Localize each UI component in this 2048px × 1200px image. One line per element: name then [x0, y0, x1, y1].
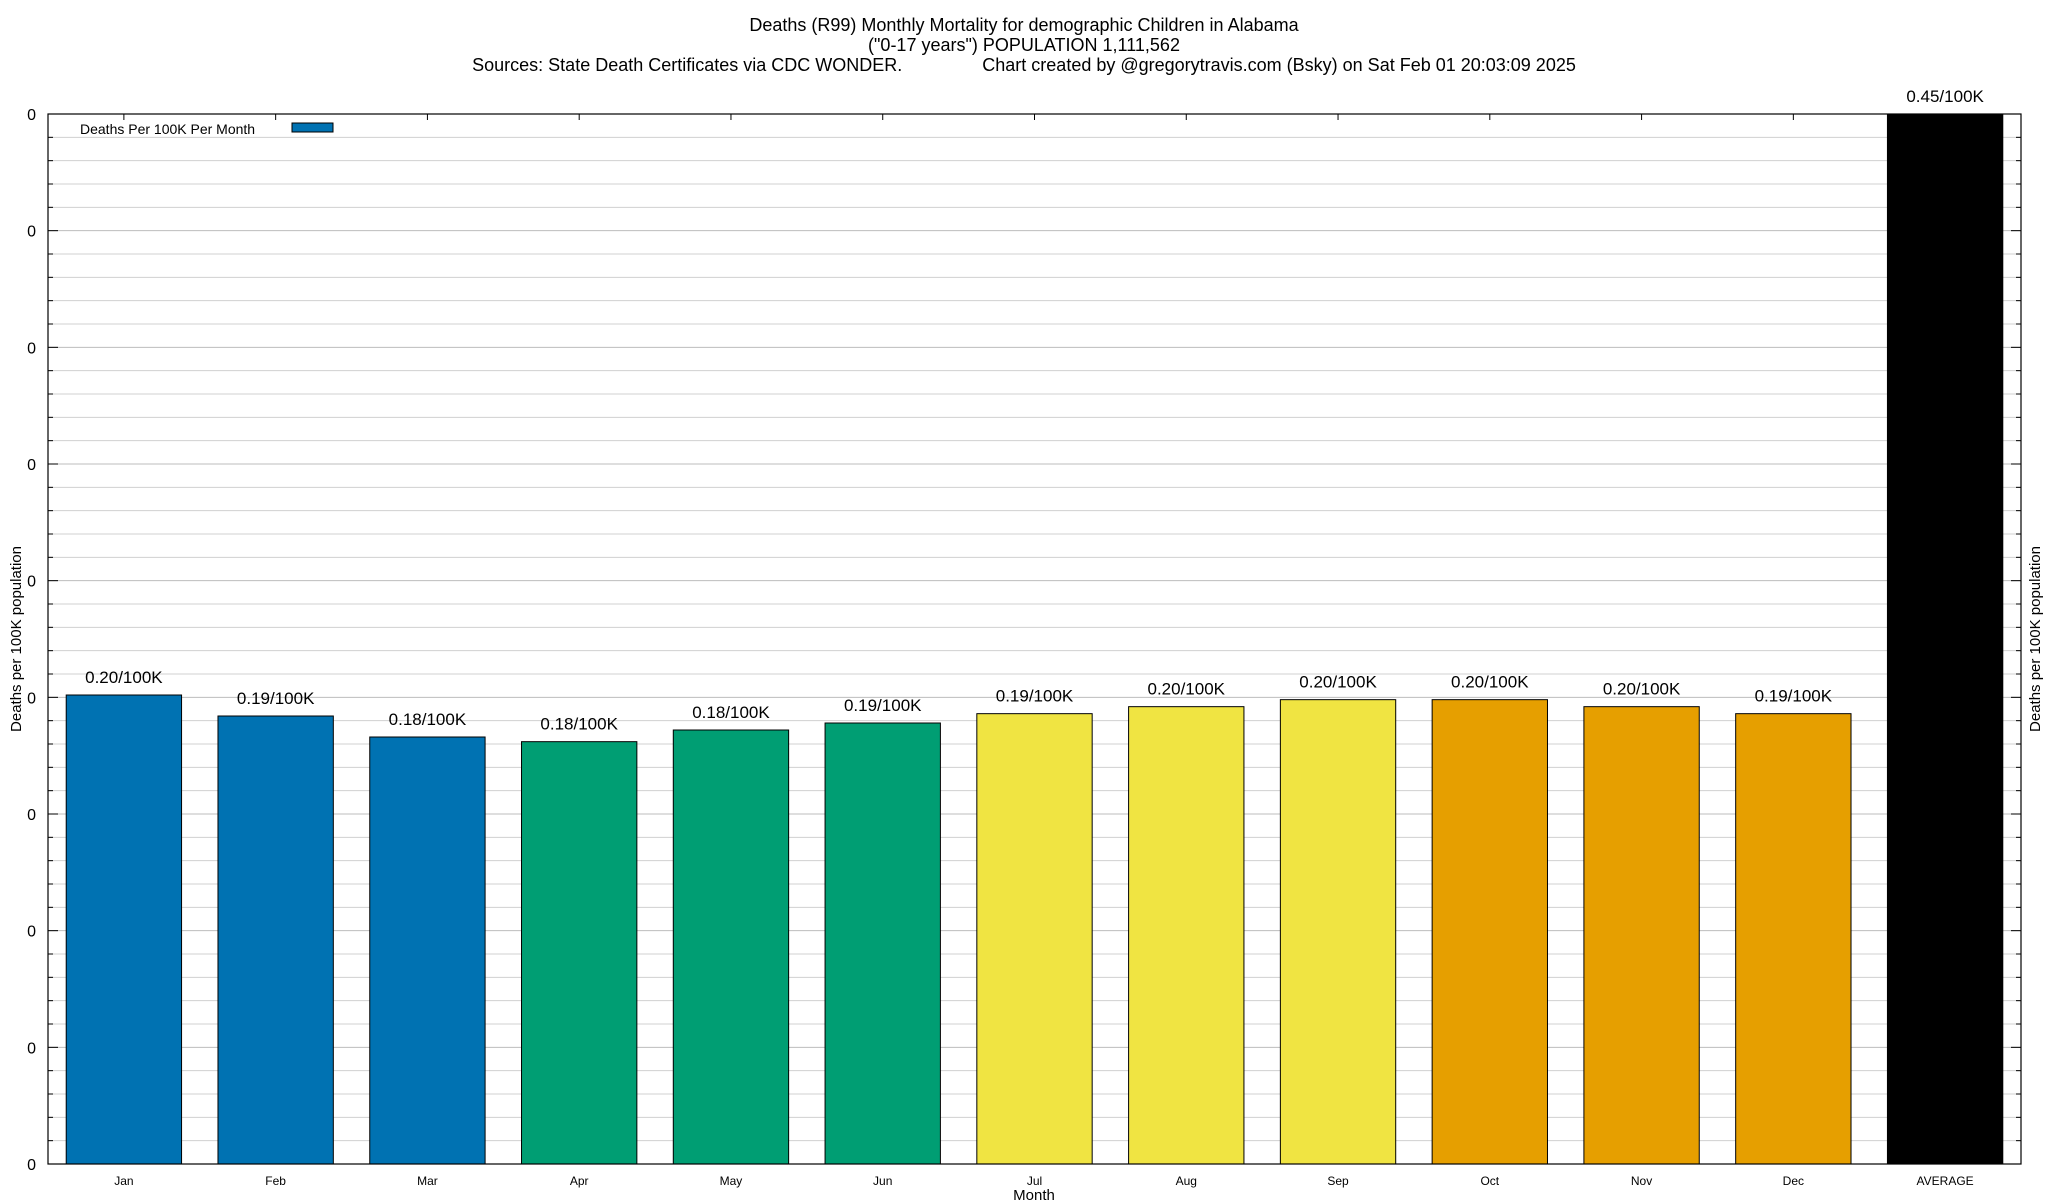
x-tick-label: Jun	[873, 1174, 892, 1188]
y-tick-label: 0	[27, 457, 36, 474]
data-label: 0.20/100K	[1603, 680, 1681, 699]
y-tick-label: 0	[27, 924, 36, 941]
data-label: 0.19/100K	[1755, 687, 1833, 706]
data-label: 0.20/100K	[85, 668, 163, 687]
data-label: 0.45/100K	[1906, 87, 1984, 106]
bar-feb	[217, 715, 334, 1165]
data-label: 0.20/100K	[1451, 673, 1529, 692]
bar-oct	[1431, 699, 1548, 1165]
y-tick-label: 0	[27, 807, 36, 824]
data-label: 0.20/100K	[1299, 673, 1377, 692]
y-tick-label: 0	[27, 690, 36, 707]
x-tick-label: Mar	[417, 1174, 438, 1188]
y-tick-label: 0	[27, 224, 36, 241]
data-label: 0.18/100K	[389, 710, 467, 729]
bar-aug	[1128, 706, 1245, 1165]
bar-nov	[1583, 706, 1700, 1165]
x-tick-label: Dec	[1783, 1174, 1804, 1188]
x-tick-label: Apr	[570, 1174, 589, 1188]
x-tick-label: Jul	[1027, 1174, 1042, 1188]
bar-mar	[369, 736, 486, 1165]
y-axis-label: Deaths per 100K population	[8, 546, 25, 732]
data-labels: 0.20/100K 0.19/100K 0.18/100K 0.18/100K 0.18…	[85, 87, 1984, 734]
x-tick-label: Sep	[1327, 1174, 1349, 1188]
chart-title: Deaths (R99) Monthly Mortality for demog…	[749, 15, 1299, 35]
x-tick-label: Jan	[114, 1174, 133, 1188]
data-label: 0.18/100K	[540, 715, 618, 734]
y-tick-label: 0	[27, 1157, 36, 1174]
bar-apr	[521, 741, 638, 1165]
y-tick-label: 0	[27, 340, 36, 357]
data-label: 0.19/100K	[996, 687, 1074, 706]
x-tick-label: Aug	[1176, 1174, 1197, 1188]
legend: Deaths Per 100K Per Month	[80, 121, 334, 137]
bar-sep	[1279, 699, 1397, 1165]
data-label: 0.19/100K	[844, 696, 922, 715]
y-tick-label: 0	[27, 107, 36, 124]
x-tick-label: Feb	[265, 1174, 286, 1188]
legend-label: Deaths Per 100K Per Month	[80, 121, 255, 137]
data-label: 0.18/100K	[692, 703, 770, 722]
x-tick-label: May	[720, 1174, 743, 1188]
x-tick-label: Nov	[1631, 1174, 1652, 1188]
chart-subtitle: ("0-17 years") POPULATION 1,111,562	[868, 35, 1180, 55]
data-label: 0.20/100K	[1148, 680, 1226, 699]
axis-ticks: 0 0 0 0 0 0 0 0 0 0 Jan Feb Mar Apr May Jun Jul Aug Sep Oct…	[27, 107, 2021, 1188]
y2-axis-label: Deaths per 100K population	[2027, 546, 2044, 732]
bars	[65, 113, 2004, 1165]
legend-swatch	[291, 122, 334, 133]
bar-average	[1886, 113, 2004, 1165]
bar-jan	[65, 694, 183, 1165]
x-tick-label: AVERAGE	[1917, 1174, 1974, 1188]
y-tick-label: 0	[27, 574, 36, 591]
plot-frame	[47, 113, 2022, 1165]
x-axis-label: Month	[1013, 1187, 1055, 1200]
data-label: 0.19/100K	[237, 689, 315, 708]
chart-source-line: Sources: State Death Certificates via CD…	[472, 55, 1576, 75]
bar-may	[672, 729, 790, 1165]
x-tick-label: Oct	[1480, 1174, 1499, 1188]
y-tick-label: 0	[27, 1040, 36, 1057]
bar-jun	[824, 722, 941, 1165]
bar-jul	[976, 713, 1093, 1165]
bar-dec	[1735, 713, 1852, 1165]
